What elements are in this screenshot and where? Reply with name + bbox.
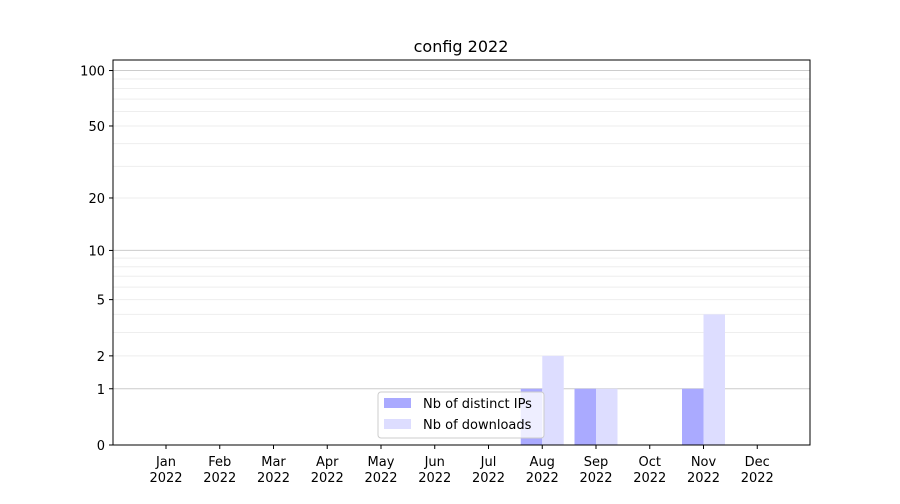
x-tick-label: 2022 xyxy=(203,471,236,486)
bar-downloads xyxy=(542,355,564,445)
x-tick-label: May xyxy=(368,455,395,470)
x-tick-label: Feb xyxy=(208,455,231,470)
legend-label: Nb of downloads xyxy=(423,418,532,433)
y-tick-label: 0 xyxy=(97,439,105,454)
bar-downloads xyxy=(703,314,725,445)
x-tick-label: 2022 xyxy=(364,471,397,486)
x-tick-label: Sep xyxy=(584,455,609,470)
plot-frame xyxy=(112,59,811,446)
y-tick-label: 100 xyxy=(80,65,105,80)
x-tick-label: 2022 xyxy=(257,471,290,486)
x-tick-label: 2022 xyxy=(687,471,720,486)
bar-downloads xyxy=(596,388,618,445)
legend: Nb of distinct IPs Nb of downloads xyxy=(377,391,545,439)
x-tick-label: Nov xyxy=(691,455,717,470)
x-tick-label: Jun xyxy=(424,455,445,470)
legend-box xyxy=(377,391,545,439)
x-tick-label: 2022 xyxy=(633,471,666,486)
bar-distinct-ips xyxy=(682,388,704,445)
y-axis: 0 1 2 5 10 20 50 100 xyxy=(80,65,113,454)
x-tick-label: Dec xyxy=(745,455,770,470)
x-tick-label: Mar xyxy=(261,455,286,470)
x-tick-label: 2022 xyxy=(418,471,451,486)
y-tick-label: 5 xyxy=(97,294,105,309)
legend-swatch xyxy=(384,398,411,408)
x-tick-label: 2022 xyxy=(149,471,182,486)
x-tick-label: Jul xyxy=(480,455,497,470)
legend-label: Nb of distinct IPs xyxy=(423,397,532,412)
x-tick-label: Aug xyxy=(530,455,555,470)
legend-swatch xyxy=(384,419,411,429)
bar-distinct-ips xyxy=(574,388,596,445)
x-tick-label: 2022 xyxy=(526,471,559,486)
x-tick-label: 2022 xyxy=(472,471,505,486)
bars xyxy=(520,314,725,445)
chart-title: config 2022 xyxy=(414,37,509,56)
gridlines xyxy=(113,70,810,390)
x-tick-label: 2022 xyxy=(579,471,612,486)
y-tick-label: 2 xyxy=(97,350,105,365)
x-tick-label: 2022 xyxy=(311,471,344,486)
y-tick-label: 20 xyxy=(88,192,105,207)
x-axis: Jan2022Feb2022Mar2022Apr2022May2022Jun20… xyxy=(149,445,774,486)
x-tick-label: Jan xyxy=(155,455,176,470)
x-tick-label: Apr xyxy=(316,455,339,470)
y-tick-label: 50 xyxy=(88,120,105,135)
x-tick-label: 2022 xyxy=(741,471,774,486)
x-tick-label: Oct xyxy=(639,455,661,470)
y-tick-label: 10 xyxy=(88,244,105,259)
y-tick-label: 1 xyxy=(97,383,105,398)
